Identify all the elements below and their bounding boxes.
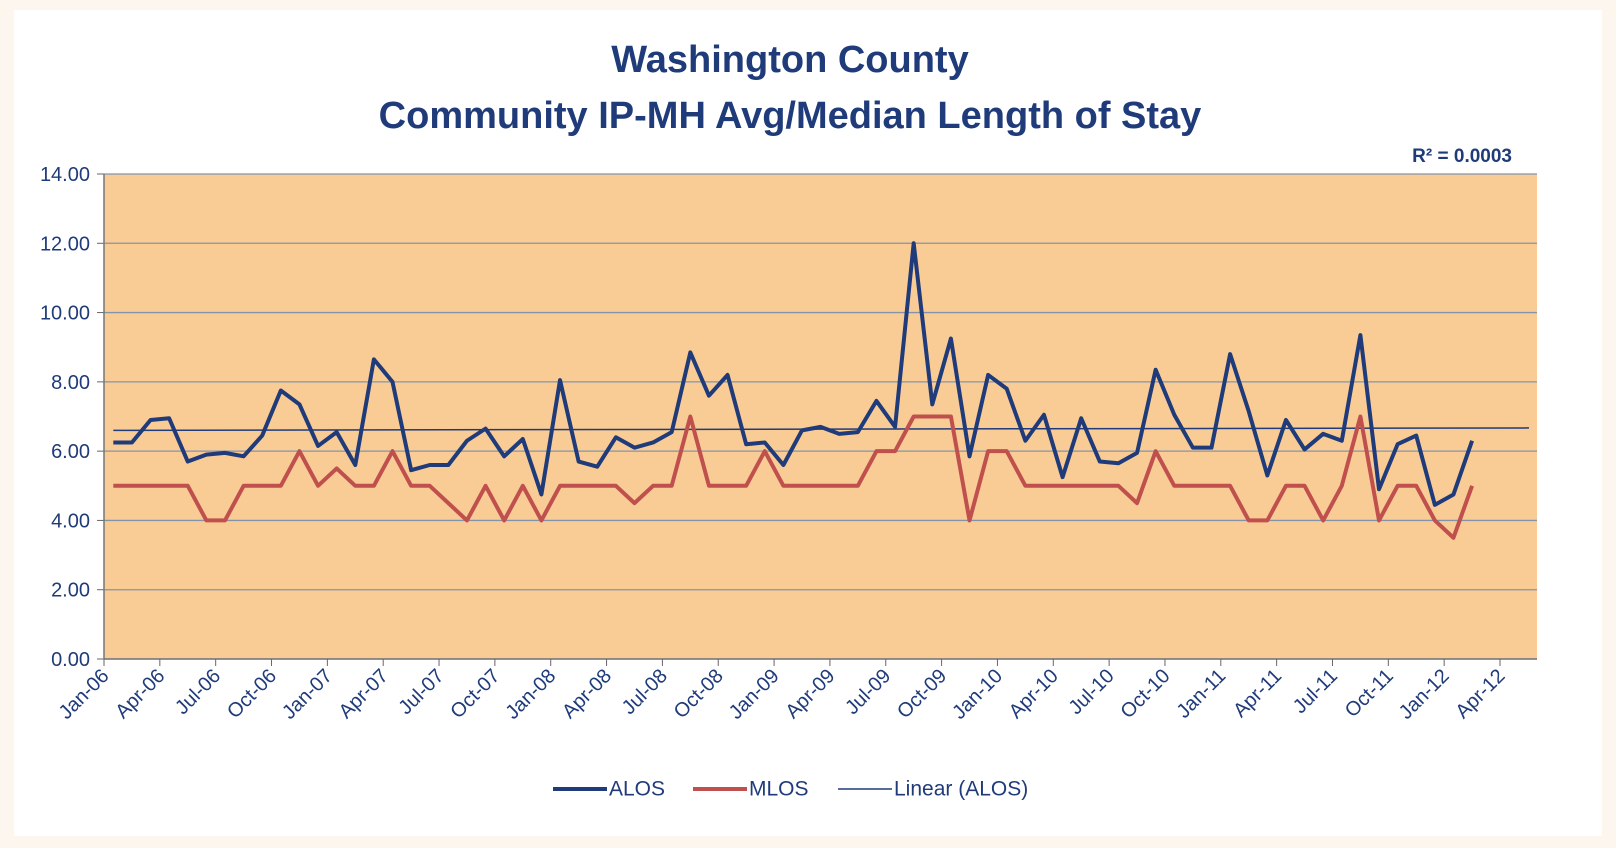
legend-label: ALOS: [609, 778, 665, 801]
y-tick-label: 4.00: [51, 510, 90, 532]
y-tick-label: 14.00: [40, 164, 90, 186]
y-tick-label: 10.00: [40, 303, 90, 325]
legend-label: MLOS: [749, 778, 809, 801]
y-tick-label: 2.00: [51, 580, 90, 602]
r-squared: R² = 0.0003: [1412, 146, 1512, 167]
y-tick-label: 12.00: [40, 233, 90, 255]
y-tick-label: 6.00: [51, 441, 90, 463]
y-tick-label: 0.00: [51, 649, 90, 671]
y-tick-label: 8.00: [51, 372, 90, 394]
chart-title: Washington County: [611, 39, 968, 81]
plot-area: [104, 174, 1537, 659]
series-line: [113, 414, 1474, 540]
series-line: [113, 241, 1474, 507]
chart-subtitle: Community IP-MH Avg/Median Length of Sta…: [379, 95, 1202, 137]
legend-label: Linear (ALOS): [894, 778, 1028, 801]
